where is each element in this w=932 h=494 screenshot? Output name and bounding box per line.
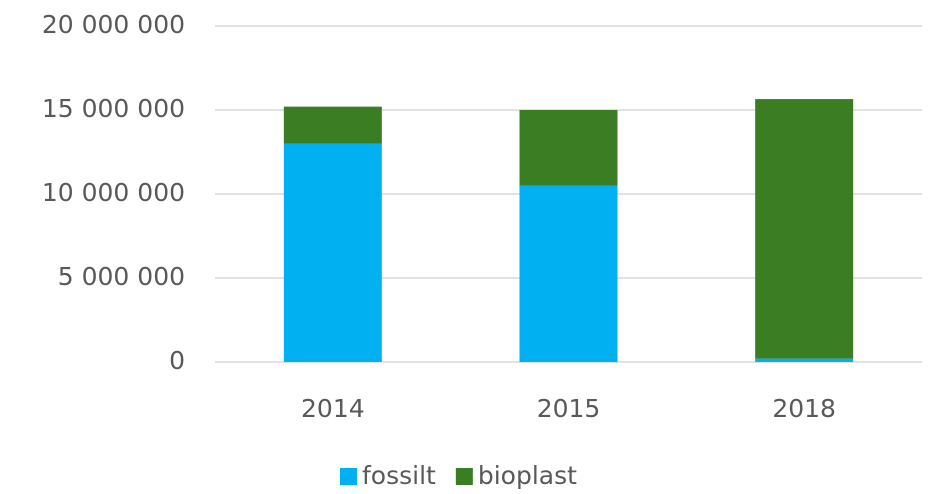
bar [283, 143, 382, 362]
legend-label: fossilt [362, 461, 436, 490]
legend-swatch [340, 468, 357, 485]
bar [519, 110, 618, 186]
y-tick-label: 10 000 000 [42, 178, 185, 207]
x-tick-label: 2018 [772, 394, 836, 423]
bar [519, 185, 618, 362]
x-tick-label: 2014 [301, 394, 365, 423]
y-tick-label: 5 000 000 [58, 262, 185, 291]
bar [283, 106, 382, 144]
legend-label: bioplast [478, 461, 577, 490]
y-tick-label: 20 000 000 [42, 10, 185, 39]
bar [755, 358, 854, 362]
legend-swatch [455, 468, 473, 485]
y-tick-label: 0 [169, 346, 185, 375]
y-tick-label: 15 000 000 [42, 94, 185, 123]
bar [755, 99, 854, 359]
x-tick-label: 2015 [537, 394, 601, 423]
